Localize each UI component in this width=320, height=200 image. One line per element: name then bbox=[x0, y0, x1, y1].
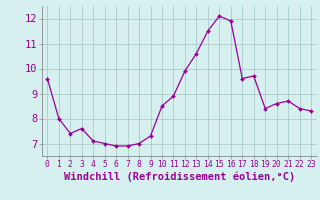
X-axis label: Windchill (Refroidissement éolien,°C): Windchill (Refroidissement éolien,°C) bbox=[64, 172, 295, 182]
